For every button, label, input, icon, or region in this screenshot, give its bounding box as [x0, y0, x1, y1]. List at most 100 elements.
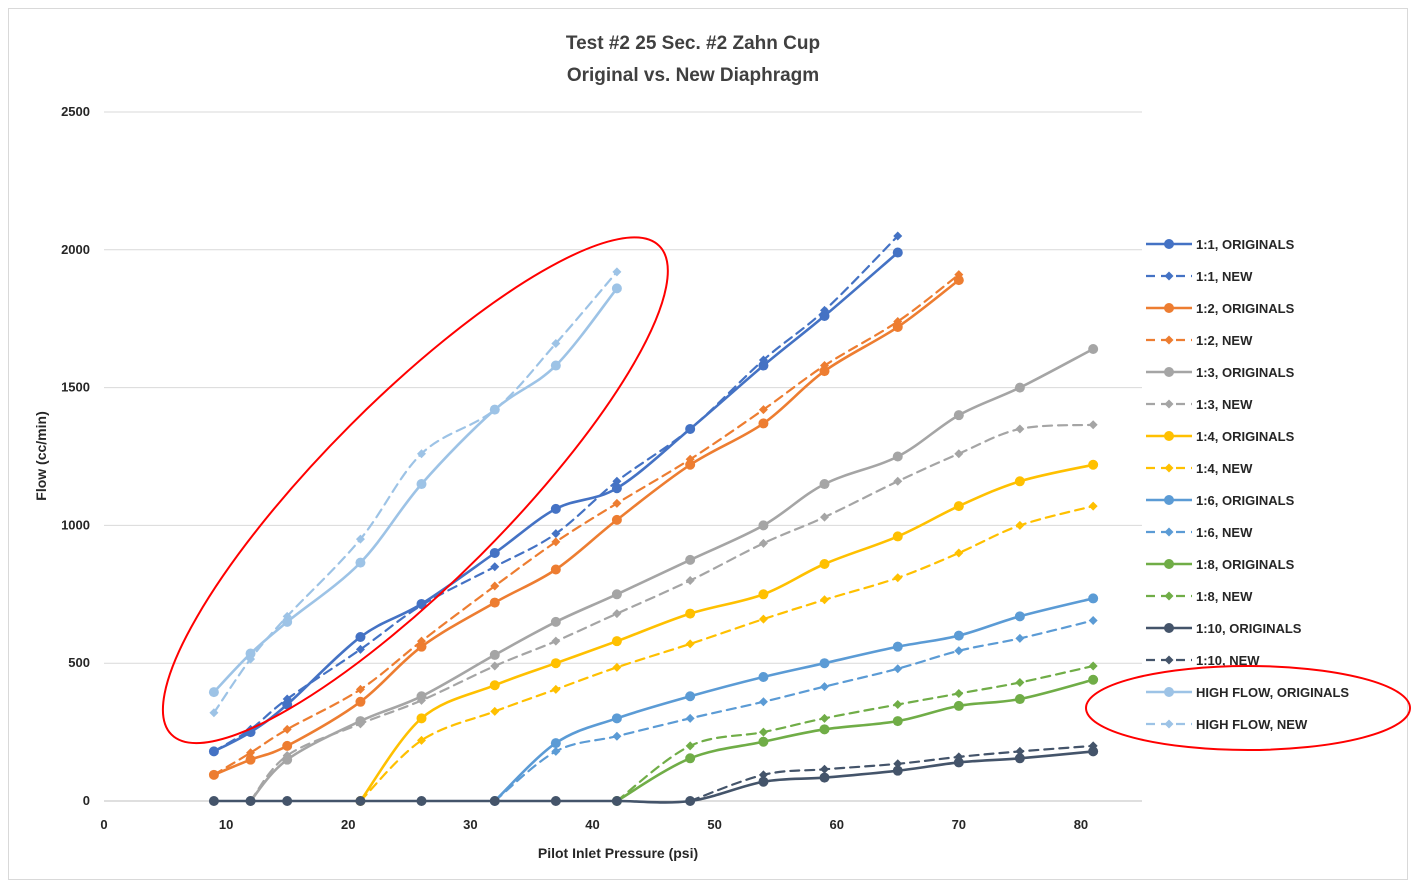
- data-point: [954, 449, 964, 459]
- data-point: [685, 713, 695, 723]
- x-tick-label: 10: [219, 817, 233, 832]
- series-1-6-originals: [489, 593, 1099, 806]
- data-point: [551, 537, 561, 547]
- legend-item: 1:2, ORIGINALS: [1146, 301, 1295, 316]
- data-point: [685, 796, 695, 806]
- data-point: [892, 641, 903, 652]
- data-point: [819, 479, 830, 490]
- data-point: [355, 534, 365, 544]
- data-point: [1014, 476, 1025, 487]
- legend-label: 1:6, ORIGINALS: [1196, 493, 1295, 508]
- legend-marker: [1164, 399, 1174, 409]
- data-point: [1088, 420, 1098, 430]
- x-tick-label: 0: [100, 817, 107, 832]
- data-point: [282, 751, 292, 761]
- data-point: [758, 520, 769, 531]
- data-point: [208, 796, 219, 806]
- data-point: [892, 451, 903, 462]
- series-line: [212, 234, 899, 753]
- data-point: [417, 735, 427, 745]
- data-point: [758, 405, 768, 415]
- legend-marker: [1164, 463, 1174, 473]
- legend-label: 1:8, NEW: [1196, 589, 1253, 604]
- legend-marker: [1164, 239, 1174, 249]
- data-point: [611, 713, 622, 724]
- x-tick-label: 40: [585, 817, 599, 832]
- series-1-1-new: [209, 231, 903, 756]
- annotations: [161, 236, 1411, 751]
- legend-marker: [1164, 335, 1174, 345]
- y-tick-label: 2500: [61, 104, 90, 119]
- data-point: [1088, 344, 1099, 355]
- series-line: [689, 744, 1095, 803]
- data-point: [1088, 741, 1098, 751]
- y-tick-label: 2000: [61, 242, 90, 257]
- data-point: [685, 424, 695, 434]
- data-point: [245, 754, 256, 765]
- data-point: [490, 581, 500, 591]
- data-point: [758, 776, 769, 787]
- data-point: [282, 724, 292, 734]
- legend-item: 1:1, ORIGINALS: [1146, 237, 1295, 252]
- x-tick-label: 60: [829, 817, 843, 832]
- data-point: [819, 658, 830, 669]
- data-point: [893, 476, 903, 486]
- data-point: [893, 700, 903, 710]
- legend-item: 1:4, NEW: [1146, 461, 1253, 476]
- legend-item: 1:2, NEW: [1146, 333, 1253, 348]
- data-point: [954, 752, 964, 762]
- series-1-3-new: [246, 420, 1098, 806]
- data-point: [490, 661, 500, 671]
- data-point: [416, 796, 427, 806]
- series-line: [249, 423, 1095, 803]
- y-tick-label: 0: [83, 793, 90, 808]
- data-point: [758, 736, 769, 747]
- legend-label: 1:4, ORIGINALS: [1196, 429, 1295, 444]
- data-point: [282, 616, 293, 627]
- data-point: [489, 547, 500, 558]
- series-high-flow-originals: [208, 283, 622, 698]
- data-point: [550, 658, 561, 669]
- data-point: [611, 514, 622, 525]
- legend-marker: [1164, 591, 1174, 601]
- series-line: [493, 597, 1095, 803]
- data-point: [685, 753, 696, 764]
- data-point: [892, 716, 903, 727]
- legend-label: 1:4, NEW: [1196, 461, 1253, 476]
- legend-marker: [1164, 687, 1174, 697]
- data-point: [1015, 633, 1025, 643]
- data-point: [551, 339, 561, 349]
- data-point: [892, 531, 903, 542]
- data-point: [819, 595, 829, 605]
- series-1-3-originals: [245, 344, 1099, 806]
- legend-item: 1:8, NEW: [1146, 589, 1253, 604]
- data-point: [417, 636, 427, 646]
- series-line: [212, 273, 960, 776]
- data-point: [1088, 459, 1099, 470]
- series-line: [615, 664, 1095, 803]
- data-point: [819, 713, 829, 723]
- data-point: [1088, 593, 1099, 604]
- data-point: [490, 562, 500, 572]
- y-tick-label: 500: [68, 655, 90, 670]
- series-1-8-originals: [611, 674, 1099, 806]
- legend-marker: [1164, 367, 1174, 377]
- legend-item: 1:3, ORIGINALS: [1146, 365, 1295, 380]
- data-point: [685, 691, 696, 702]
- data-point: [819, 366, 830, 377]
- legend-label: 1:8, ORIGINALS: [1196, 557, 1295, 572]
- x-tick-label: 30: [463, 817, 477, 832]
- data-point: [282, 694, 292, 704]
- data-point: [819, 772, 830, 783]
- data-point: [1088, 661, 1098, 671]
- x-tick-label: 50: [707, 817, 721, 832]
- legend-item: 1:3, NEW: [1146, 397, 1253, 412]
- highlight-ellipse-legend: [1085, 665, 1411, 751]
- data-point: [1088, 501, 1098, 511]
- legend: 1:1, ORIGINALS 1:1, NEW 1:2, ORIGINALS 1:2,…: [1146, 237, 1349, 732]
- legend-marker: [1164, 559, 1174, 569]
- series-line: [249, 347, 1095, 803]
- data-point: [611, 796, 622, 806]
- data-point: [355, 684, 365, 694]
- data-point: [612, 498, 622, 508]
